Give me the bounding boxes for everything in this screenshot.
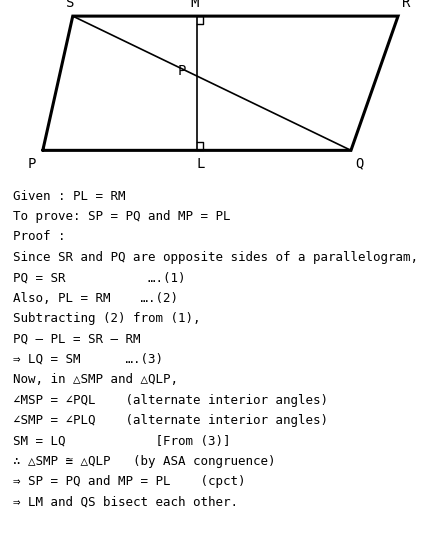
Text: Subtracting (2) from (1),: Subtracting (2) from (1),	[13, 312, 200, 325]
Text: PQ – PL = SR – RM: PQ – PL = SR – RM	[13, 332, 140, 345]
Text: R: R	[401, 0, 410, 10]
Text: Also, PL = RM    ….(2): Also, PL = RM ….(2)	[13, 292, 178, 304]
Text: Since SR and PQ are opposite sides of a parallelogram,: Since SR and PQ are opposite sides of a …	[13, 251, 418, 264]
Text: Now, in △SMP and △QLP,: Now, in △SMP and △QLP,	[13, 373, 178, 386]
Text: L: L	[196, 157, 205, 171]
Text: ∴ △SMP ≅ △QLP   (by ASA congruence): ∴ △SMP ≅ △QLP (by ASA congruence)	[13, 455, 275, 468]
Text: ∠SMP = ∠PLQ    (alternate interior angles): ∠SMP = ∠PLQ (alternate interior angles)	[13, 414, 328, 427]
Text: S: S	[66, 0, 75, 10]
Text: To prove: SP = PQ and MP = PL: To prove: SP = PQ and MP = PL	[13, 210, 230, 223]
Text: M: M	[190, 0, 199, 10]
Text: ⇒ SP = PQ and MP = PL    (cpct): ⇒ SP = PQ and MP = PL (cpct)	[13, 475, 245, 488]
Text: P: P	[178, 64, 186, 78]
Text: Q: Q	[355, 157, 364, 171]
Text: ⇒ LM and QS bisect each other.: ⇒ LM and QS bisect each other.	[13, 496, 238, 509]
Text: P: P	[28, 157, 36, 171]
Text: Given : PL = RM: Given : PL = RM	[13, 190, 125, 202]
Text: ∠MSP = ∠PQL    (alternate interior angles): ∠MSP = ∠PQL (alternate interior angles)	[13, 394, 328, 407]
Text: SM = LQ            [From (3)]: SM = LQ [From (3)]	[13, 434, 230, 447]
Text: ⇒ LQ = SM      ….(3): ⇒ LQ = SM ….(3)	[13, 353, 163, 366]
Text: Proof :: Proof :	[13, 230, 65, 243]
Text: PQ = SR           ….(1): PQ = SR ….(1)	[13, 271, 185, 284]
